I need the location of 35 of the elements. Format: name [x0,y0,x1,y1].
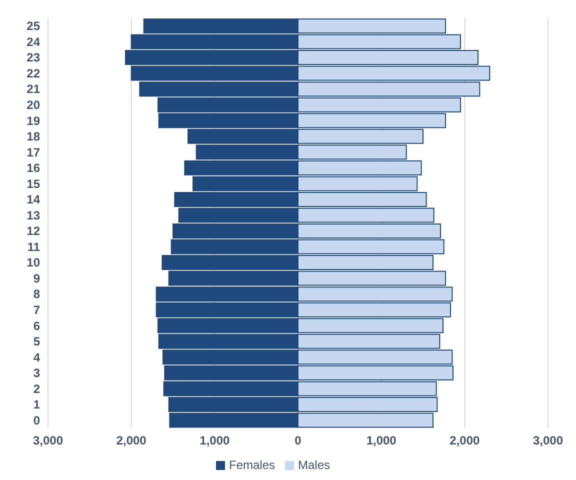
y-tick-label: 2 [33,382,40,396]
x-tick-label: 2,000 [116,434,147,448]
x-tick-label: 1,000 [366,434,397,448]
y-tick-label: 12 [26,224,40,238]
y-tick-label: 22 [26,66,40,80]
legend-label: Males [298,458,330,472]
y-tick-label: 8 [33,287,40,302]
y-tick-label: 20 [26,98,40,112]
y-tick-label: 9 [33,271,40,286]
y-tick-label: 7 [33,302,40,317]
y-tick-label: 21 [26,82,40,96]
x-tick-label: 2,000 [450,434,480,448]
y-tick-label: 19 [26,114,40,128]
y-tick-label: 11 [27,240,40,254]
y-tick-label: 17 [26,145,40,160]
y-tick-label: 0 [33,413,40,428]
y-tick-label: 10 [26,256,40,270]
y-tick-label: 6 [33,318,40,333]
y-tick-label: 4 [33,350,40,364]
x-tick-label: 0 [294,434,302,448]
y-tick-label: 3 [33,366,40,380]
y-tick-label: 23 [26,50,40,65]
x-tick-label: 3,000 [532,434,564,448]
y-tick-label: 5 [33,334,40,349]
x-tick-label: 3,000 [32,434,64,448]
y-tick-label: 13 [26,208,40,222]
legend-label: Females [228,458,275,472]
y-tick-label: 16 [26,161,40,176]
y-tick-label: 18 [26,130,40,144]
y-tick-label: 25 [26,19,40,34]
y-tick-label: 15 [26,176,40,191]
y-tick-label: 1 [33,398,40,412]
y-tick-label: 14 [26,192,40,207]
y-tick-label: 24 [26,34,40,49]
x-tick-label: 1,000 [200,434,230,448]
